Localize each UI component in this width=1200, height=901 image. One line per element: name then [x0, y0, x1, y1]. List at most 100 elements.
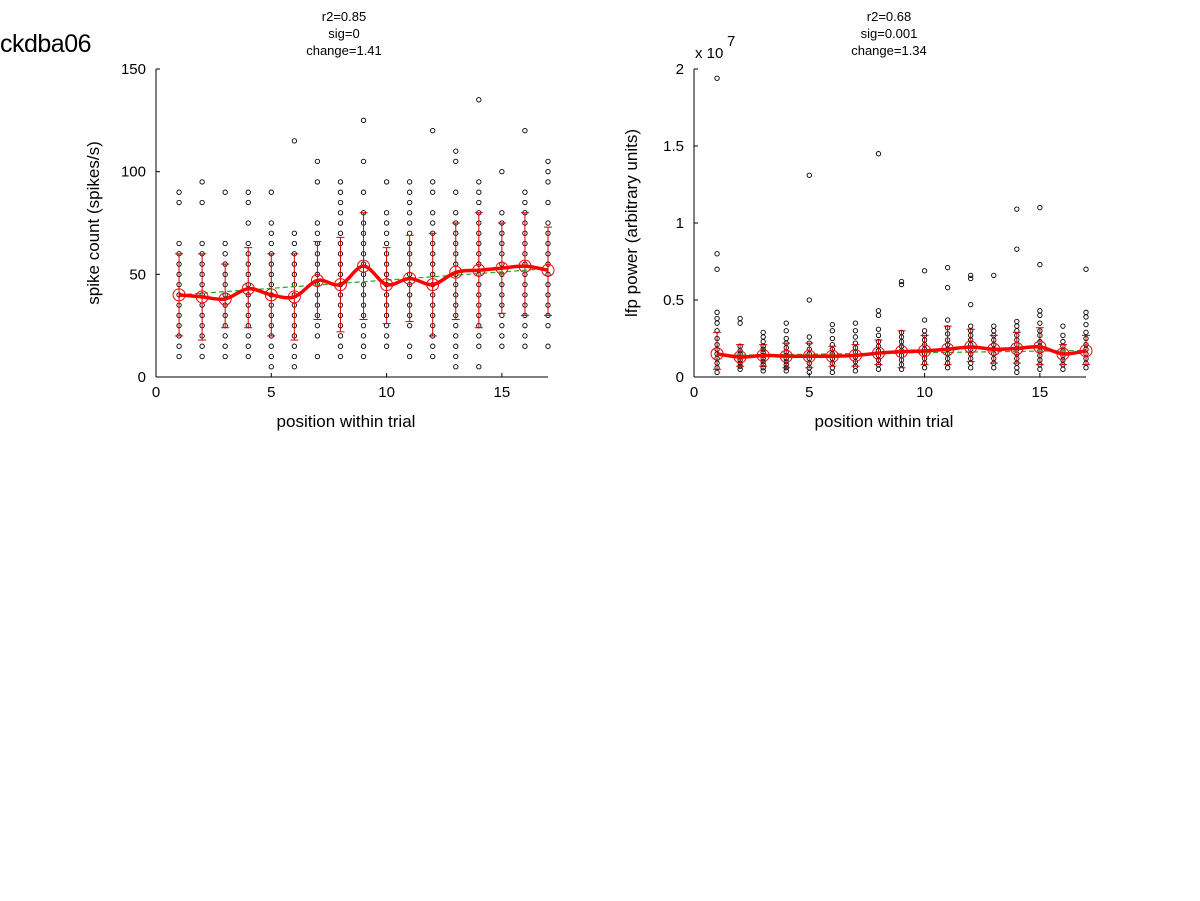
chart-title-line: r2=0.85	[322, 9, 366, 24]
mean-marker	[426, 278, 440, 292]
data-point	[737, 320, 743, 326]
data-point	[522, 189, 528, 195]
y-tick-label: 2	[676, 61, 684, 78]
data-point	[760, 368, 766, 374]
data-point	[545, 343, 551, 349]
data-point	[337, 333, 344, 339]
data-point	[968, 365, 974, 371]
data-point	[406, 343, 413, 349]
data-point	[430, 189, 436, 195]
data-point	[337, 199, 344, 206]
data-point	[199, 240, 205, 247]
data-point	[1014, 369, 1020, 376]
data-point	[783, 335, 789, 342]
data-point	[545, 169, 551, 175]
data-point	[176, 199, 182, 206]
mean-marker	[802, 349, 816, 363]
data-point	[806, 297, 812, 303]
data-point	[360, 353, 367, 360]
data-point	[337, 189, 344, 195]
data-point	[1060, 338, 1066, 345]
data-point	[314, 220, 321, 226]
data-point	[499, 343, 505, 349]
data-point	[522, 199, 528, 206]
mean-marker	[1079, 344, 1093, 358]
data-point	[199, 353, 205, 360]
y-axis-label: lfp power (arbitrary units)	[622, 129, 641, 317]
data-point	[1014, 246, 1020, 252]
data-point	[199, 199, 205, 206]
data-point	[430, 179, 436, 185]
mean-marker	[472, 263, 486, 277]
x-tick-label: 0	[152, 384, 160, 401]
mean-line	[716, 345, 1087, 359]
data-point	[1037, 261, 1043, 268]
data-point	[760, 338, 766, 345]
data-point	[337, 343, 344, 349]
mean-marker	[357, 259, 371, 273]
mean-marker	[495, 261, 509, 275]
data-point	[852, 320, 859, 326]
data-point	[291, 230, 298, 236]
data-point	[875, 332, 882, 339]
data-point	[1014, 318, 1020, 325]
mean-marker	[987, 342, 1001, 356]
data-point	[783, 320, 789, 326]
data-point	[314, 353, 321, 360]
data-point	[245, 353, 251, 360]
data-point	[1060, 323, 1066, 329]
mean-marker	[380, 278, 394, 292]
chart-title-line: sig=0.001	[861, 26, 918, 41]
data-point	[991, 272, 997, 279]
data-point	[176, 189, 182, 195]
data-point	[968, 275, 974, 282]
mean-marker	[1033, 340, 1047, 354]
data-point	[1037, 308, 1043, 314]
data-point	[383, 323, 390, 329]
data-point	[944, 317, 951, 323]
data-point	[545, 220, 551, 226]
data-point	[921, 317, 928, 323]
data-point	[714, 369, 720, 376]
data-point	[314, 179, 321, 185]
y-tick-label: 50	[129, 266, 146, 283]
chart-title-line: r2=0.68	[867, 9, 911, 24]
data-point	[875, 312, 882, 319]
data-point	[522, 333, 528, 339]
data-point	[760, 329, 766, 335]
data-point	[991, 328, 997, 334]
data-point	[291, 364, 298, 370]
data-point	[476, 189, 482, 195]
mean-marker	[287, 290, 301, 304]
data-point	[222, 189, 228, 195]
data-point	[1060, 332, 1066, 339]
x-axis-label: position within trial	[277, 412, 416, 431]
data-point	[737, 315, 743, 322]
data-point	[268, 343, 274, 349]
data-point	[337, 210, 344, 216]
mean-marker	[918, 344, 932, 358]
data-point	[453, 364, 459, 370]
data-point	[829, 369, 836, 376]
data-point	[522, 323, 528, 329]
y-exponent-label: x 10	[695, 45, 723, 62]
mean-marker	[218, 292, 232, 306]
data-point	[852, 368, 859, 374]
data-point	[875, 308, 882, 314]
data-point	[383, 343, 390, 349]
data-point	[921, 365, 928, 371]
data-point	[337, 353, 344, 360]
mean-marker	[241, 282, 255, 296]
data-point	[522, 343, 528, 349]
data-point	[314, 333, 321, 339]
data-point	[245, 199, 251, 206]
data-point	[1014, 365, 1020, 371]
data-point	[852, 334, 859, 340]
mean-marker	[710, 347, 724, 361]
data-point	[1037, 312, 1043, 319]
data-point	[714, 251, 720, 257]
y-tick-label: 0	[138, 369, 146, 386]
data-point	[383, 220, 390, 226]
data-point	[245, 333, 251, 339]
mean-marker	[449, 265, 463, 279]
